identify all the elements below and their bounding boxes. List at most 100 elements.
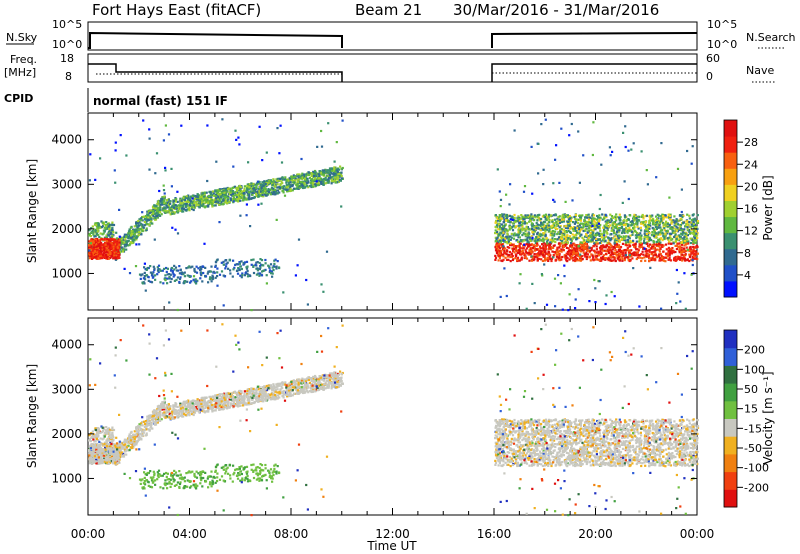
range-cell xyxy=(146,218,149,221)
range-cell xyxy=(263,180,266,183)
range-cell xyxy=(531,231,534,234)
range-cell xyxy=(537,215,540,219)
range-cell xyxy=(577,218,580,221)
range-cell xyxy=(97,251,100,254)
range-cell xyxy=(281,178,285,181)
range-cell xyxy=(106,223,109,226)
range-cell xyxy=(219,193,222,196)
range-cell xyxy=(222,202,225,206)
range-cell xyxy=(163,197,166,200)
range-cell xyxy=(690,218,693,222)
freq-panel: Freq. [MHz] 18 8 60 0 Nave xyxy=(4,52,775,83)
range-cell xyxy=(102,249,105,252)
range-cell xyxy=(631,233,634,236)
range-cell xyxy=(178,277,182,281)
range-cell xyxy=(653,253,656,256)
range-cell xyxy=(129,241,133,244)
range-cell xyxy=(595,245,598,248)
range-cell xyxy=(678,224,681,227)
range-cell xyxy=(560,248,563,251)
range-cell xyxy=(287,183,291,186)
range-cell xyxy=(538,257,541,260)
range-cell xyxy=(192,195,195,198)
range-cell xyxy=(167,201,170,204)
range-cell xyxy=(158,201,161,205)
range-cell xyxy=(190,280,193,283)
range-cell xyxy=(272,265,275,268)
range-cell xyxy=(633,251,636,254)
range-cell xyxy=(573,234,576,237)
range-cell xyxy=(112,238,115,242)
range-cell xyxy=(595,248,598,251)
range-cell xyxy=(688,231,691,234)
range-cell xyxy=(514,257,517,260)
range-cell xyxy=(645,252,649,255)
range-cell xyxy=(671,238,674,241)
range-cell xyxy=(286,185,289,189)
range-cell xyxy=(276,186,279,189)
range-cell xyxy=(263,193,266,196)
range-cell xyxy=(272,178,275,181)
range-cell xyxy=(650,247,653,250)
range-cell xyxy=(211,274,214,277)
range-cell xyxy=(531,217,534,220)
range-cell xyxy=(226,190,229,193)
range-cell xyxy=(560,218,563,221)
range-cell xyxy=(548,244,551,247)
range-cell xyxy=(498,241,501,244)
cpid-mode: normal (fast) 151 IF xyxy=(93,94,228,108)
range-cell xyxy=(586,216,589,219)
range-cell xyxy=(574,213,578,217)
range-cell xyxy=(682,221,685,224)
range-cell xyxy=(637,233,640,236)
range-cell xyxy=(88,251,91,254)
range-cell xyxy=(650,251,653,254)
range-cell xyxy=(639,256,642,259)
range-cell xyxy=(552,224,555,227)
range-cell xyxy=(587,218,590,221)
range-cell xyxy=(639,232,642,235)
range-cell xyxy=(529,238,532,241)
range-cell xyxy=(258,192,261,195)
range-cell xyxy=(322,173,325,176)
range-cell xyxy=(95,232,98,235)
range-cell xyxy=(164,211,167,214)
range-cell xyxy=(312,170,315,173)
range-cell xyxy=(680,246,683,249)
range-cell xyxy=(631,257,634,260)
range-cell xyxy=(548,252,551,255)
range-cell xyxy=(93,256,96,259)
freq-unit: [MHz] xyxy=(4,66,36,79)
range-cell xyxy=(614,235,617,238)
range-cell xyxy=(589,236,592,239)
range-cell xyxy=(116,243,119,246)
range-cell xyxy=(556,224,560,227)
range-cell xyxy=(206,200,209,203)
range-cell xyxy=(681,233,684,236)
range-cell xyxy=(105,240,109,243)
range-cell xyxy=(329,170,332,174)
range-cell xyxy=(241,272,244,275)
range-cell xyxy=(512,243,515,246)
range-cell xyxy=(236,263,240,266)
range-cell xyxy=(209,196,212,199)
range-cell xyxy=(106,241,109,244)
range-cell xyxy=(518,244,521,247)
range-cell xyxy=(566,234,569,237)
range-cell xyxy=(272,179,275,182)
range-cell xyxy=(661,239,664,242)
range-cell xyxy=(507,220,510,223)
range-cell xyxy=(572,259,575,262)
range-cell xyxy=(592,259,595,262)
range-cell xyxy=(216,271,219,274)
range-cell xyxy=(283,185,286,188)
range-cell xyxy=(623,249,626,252)
range-cell xyxy=(292,176,295,179)
range-cell xyxy=(168,206,171,209)
range-cell xyxy=(570,255,573,258)
range-cell xyxy=(183,207,186,210)
range-cell xyxy=(172,203,175,206)
range-cell xyxy=(93,244,96,247)
range-cell xyxy=(649,224,652,227)
range-cell xyxy=(167,198,170,201)
